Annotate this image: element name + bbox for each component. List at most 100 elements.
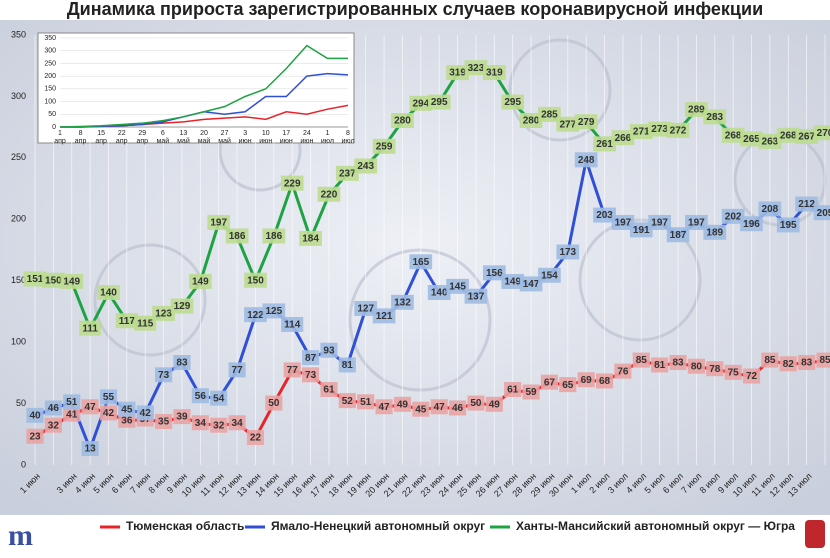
data-label-text: 191 (633, 225, 650, 236)
data-label-box (611, 214, 635, 230)
y-tick-label: 0 (21, 459, 26, 469)
x-tick-label: 3 июн (239, 130, 252, 145)
data-label-text: 277 (559, 119, 576, 130)
data-label-box (262, 303, 286, 319)
data-label-box (522, 384, 540, 400)
data-label: 85 (632, 352, 650, 368)
data-label: 54 (210, 390, 228, 406)
data-label-box (574, 152, 598, 168)
y-tick-label: 200 (11, 214, 26, 224)
data-label: 41 (63, 406, 81, 422)
data-label-text: 203 (596, 210, 613, 221)
data-label-text: 202 (725, 211, 742, 222)
data-label-box (44, 417, 62, 433)
data-label: 195 (776, 217, 800, 233)
data-label: 83 (173, 355, 191, 371)
data-label-text: 77 (287, 365, 299, 376)
data-label-box (354, 300, 378, 316)
data-label-text: 280 (523, 116, 540, 127)
data-label: 55 (99, 389, 118, 405)
data-label-text: 261 (596, 139, 613, 150)
data-label: 186 (262, 228, 286, 244)
data-label-box (210, 390, 228, 406)
data-label-box (26, 428, 44, 444)
data-label: 289 (685, 101, 708, 117)
data-label-text: 61 (507, 385, 519, 396)
data-label-box (280, 175, 304, 191)
data-label-text: 54 (213, 393, 225, 404)
data-label-box (338, 357, 356, 373)
data-label-box (115, 313, 138, 329)
data-label-box (335, 165, 359, 181)
data-label-text: 121 (376, 311, 393, 322)
data-label-text: 40 (29, 410, 41, 421)
data-label: 122 (244, 307, 267, 323)
data-label-box (302, 350, 320, 366)
data-label-box (816, 352, 830, 368)
data-label-box (44, 400, 62, 416)
y-tick-label: 0 (52, 124, 56, 131)
data-label: 196 (740, 216, 763, 232)
data-label: 85 (761, 352, 779, 368)
data-label-box (538, 267, 561, 283)
data-label-text: 295 (504, 97, 521, 108)
data-label: 87 (302, 350, 320, 366)
data-label-text: 75 (728, 367, 740, 378)
data-label-box (629, 124, 653, 140)
data-label-text: 149 (192, 277, 209, 288)
data-label: 61 (320, 382, 338, 398)
data-label: 191 (629, 222, 653, 238)
data-label-box (685, 214, 708, 230)
data-label-box (666, 122, 690, 138)
data-label-text: 68 (599, 376, 611, 387)
data-label-box (464, 60, 488, 76)
data-label: 280 (391, 113, 414, 128)
data-label-box (63, 406, 81, 422)
data-label-text: 273 (651, 124, 668, 135)
data-label-box (611, 130, 635, 146)
data-label-text: 122 (247, 310, 264, 321)
data-label-box (262, 228, 286, 244)
data-label-box (391, 113, 414, 128)
data-label: 237 (335, 165, 359, 181)
data-label-box (152, 305, 175, 321)
data-label-box (721, 208, 745, 224)
data-label: 212 (795, 196, 818, 212)
data-label-box (574, 114, 598, 130)
data-label-box (687, 358, 705, 374)
data-label: 203 (593, 207, 616, 223)
data-label: 40 (26, 407, 44, 423)
data-label-text: 45 (121, 404, 133, 415)
data-label-box (244, 307, 267, 323)
data-label-text: 149 (63, 277, 80, 288)
data-label-text: 140 (100, 288, 117, 299)
data-label-text: 285 (541, 109, 558, 120)
data-label-text: 265 (743, 134, 760, 145)
data-label: 186 (225, 228, 249, 244)
data-label-text: 189 (706, 227, 723, 238)
data-label-box (485, 396, 503, 412)
data-label-text: 267 (798, 132, 815, 143)
data-label-text: 50 (470, 398, 482, 409)
y-tick-label: 150 (44, 86, 56, 93)
data-label-text: 156 (486, 268, 503, 279)
data-label-text: 56 (195, 391, 207, 402)
data-label: 150 (244, 272, 267, 288)
data-label: 81 (651, 357, 669, 373)
data-label-box (669, 355, 687, 371)
data-label-box (228, 415, 246, 431)
x-tick-label: 29 апр (136, 130, 148, 145)
data-label: 76 (614, 363, 632, 379)
data-label: 259 (372, 138, 396, 154)
data-label: 149 (60, 273, 84, 289)
data-label: 189 (703, 224, 727, 240)
data-label: 184 (299, 230, 322, 246)
data-label-box (427, 285, 451, 300)
data-label-text: 208 (762, 204, 779, 215)
legend-label: Ямало-Ненецкий автономный округ (271, 519, 485, 533)
data-label-text: 283 (706, 112, 723, 123)
data-label-text: 81 (654, 360, 666, 371)
data-label: 319 (446, 65, 469, 81)
data-label-text: 165 (412, 257, 429, 268)
data-label: 111 (79, 320, 101, 336)
